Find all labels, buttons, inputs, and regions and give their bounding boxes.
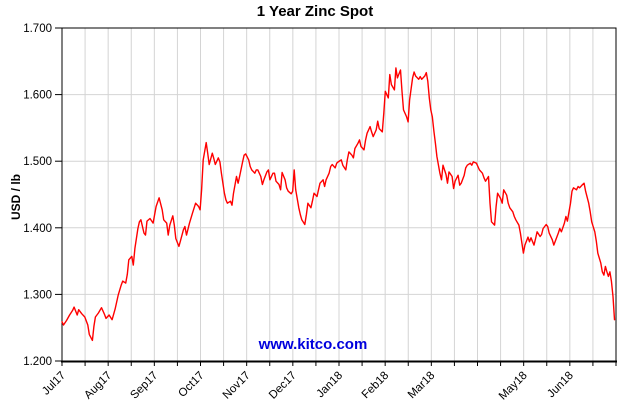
x-tick-label: Feb18 [360, 370, 392, 400]
y-tick-label: 1.600 [23, 90, 52, 102]
kitco-watermark: www.kitco.com [258, 336, 368, 353]
y-tick-label: 1.500 [23, 156, 52, 168]
x-tick-label: Aug17 [82, 370, 114, 400]
x-tick-label: Jun18 [545, 370, 576, 400]
chart-title: 1 Year Zinc Spot [256, 3, 374, 20]
y-tick-label: 1.200 [23, 356, 52, 368]
x-tick-label: Nov17 [221, 370, 253, 400]
x-tick-label: Jul17 [40, 370, 68, 398]
x-tick-label: Oct17 [176, 370, 206, 400]
price-line [61, 67, 616, 342]
y-tick-label: 1.700 [23, 23, 52, 35]
x-tick-label: Mar18 [406, 370, 438, 400]
x-tick-label: Dec17 [267, 370, 299, 400]
y-tick-label: 1.300 [23, 289, 52, 301]
y-axis-title: USD / lb [9, 174, 23, 221]
x-tick-label: Jan18 [314, 370, 345, 400]
x-tick-label: May18 [497, 370, 530, 400]
x-tick-label: Sep17 [128, 370, 160, 400]
y-tick-label: 1.400 [23, 223, 52, 235]
